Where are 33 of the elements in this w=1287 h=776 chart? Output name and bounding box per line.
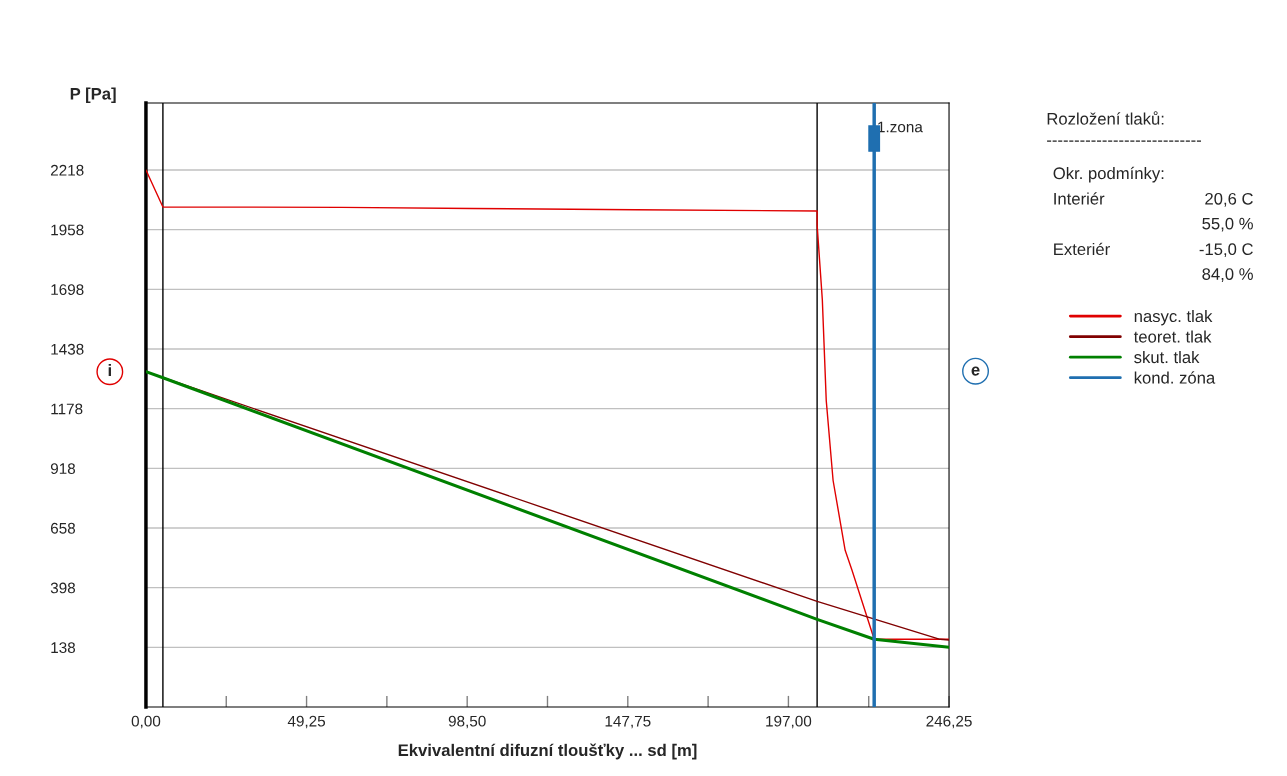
text: ---------------------------- — [1047, 140, 1201, 142]
annotation: 1.zona — [878, 121, 923, 133]
text: -15,0 C — [1199, 243, 1253, 258]
text: 55,0 % — [1202, 217, 1253, 232]
y-tick-label: 138 — [51, 642, 76, 654]
x-tick-label: 246,25 — [926, 715, 972, 729]
y-tick-label: 2218 — [50, 164, 84, 176]
text: Interiér — [1054, 192, 1105, 205]
y-tick-label: 1438 — [51, 343, 84, 355]
x-tick-label: 0,00 — [131, 715, 161, 729]
y-tick-label: 1178 — [51, 403, 83, 415]
text: Okr. podmínky: — [1053, 166, 1164, 183]
y-tick-label: 1958 — [51, 224, 84, 236]
text: e — [971, 366, 980, 376]
x-axis-title: Ekvivalentní difuzní tloušťky ... sd [m] — [398, 743, 697, 760]
legend-label: nasyc. tlak — [1134, 309, 1213, 326]
y-tick-label: 398 — [50, 582, 76, 594]
legend-label: kond. zóna — [1134, 371, 1216, 384]
annotation: i — [108, 363, 111, 377]
x-tick-label: 98,50 — [448, 715, 486, 729]
text: Rozložení tlaků: — [1047, 111, 1164, 125]
x-tick-label: 147,75 — [605, 715, 651, 729]
legend-label: skut. tlak — [1134, 350, 1200, 364]
x-tick-label: 197,00 — [766, 715, 812, 729]
text: 84,0 % — [1202, 268, 1253, 282]
legend-label: teoret. tlak — [1133, 330, 1212, 343]
y-tick-label: 1698 — [51, 284, 84, 296]
y-tick-label: 658 — [50, 522, 76, 534]
y-tick-label: 918 — [50, 463, 76, 475]
text: Exteriér — [1054, 242, 1110, 256]
x-tick-label: 49,25 — [287, 715, 326, 729]
text: 20,6 C — [1205, 192, 1253, 207]
y-axis-title: P [Pa] — [70, 87, 116, 103]
